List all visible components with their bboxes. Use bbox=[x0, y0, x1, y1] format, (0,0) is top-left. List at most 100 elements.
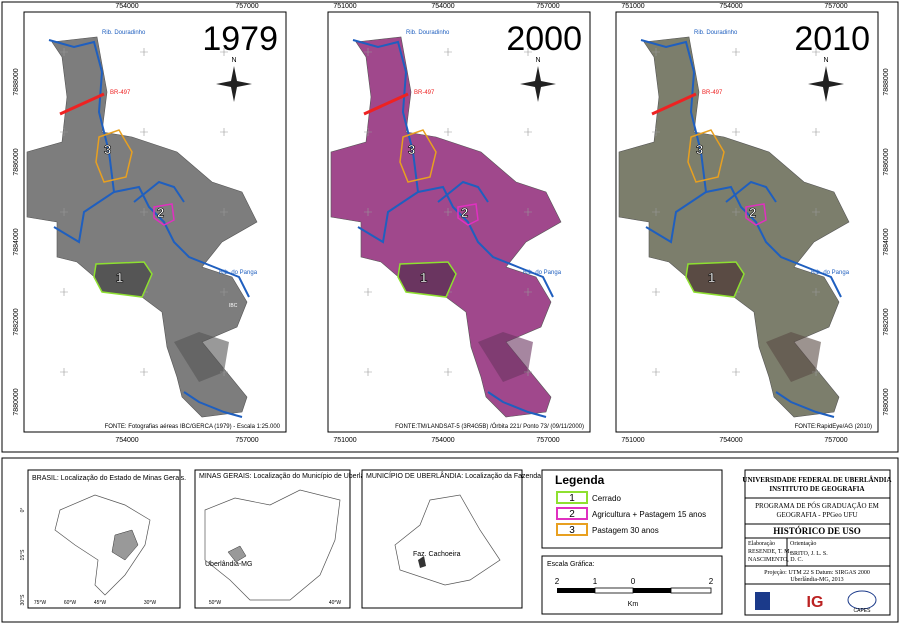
road bbox=[651, 92, 697, 116]
locator-title: MUNICÍPIO DE UBERLÂNDIA: Localização da … bbox=[366, 471, 575, 480]
grid-cross bbox=[364, 368, 372, 376]
year: 1979 bbox=[202, 20, 278, 58]
river-label: Rib. do Panga bbox=[523, 270, 562, 276]
grid-cross bbox=[140, 48, 148, 56]
lat-label: 15°S bbox=[20, 549, 26, 561]
road-label: BR-497 bbox=[414, 90, 435, 96]
author: NASCIMENTO, D. C. bbox=[748, 557, 804, 563]
lon-label: 75°W bbox=[34, 600, 47, 606]
north-label: N bbox=[535, 57, 540, 64]
advisor: BRITO, J. L. S. bbox=[790, 551, 828, 557]
area-label: 3 bbox=[408, 142, 415, 157]
map-panel: 3 2 1 Rib. Douradinho BR-497 Rib. do Panga 200… bbox=[327, 3, 591, 444]
top-coord: 757000 bbox=[536, 3, 559, 10]
river bbox=[437, 180, 489, 203]
grid-cross bbox=[140, 208, 148, 216]
legend-swatch bbox=[556, 491, 588, 504]
scale-tick: 2 bbox=[709, 577, 714, 586]
area-2 bbox=[153, 203, 175, 226]
year: 2010 bbox=[794, 20, 870, 58]
bottom-coord: 754000 bbox=[431, 437, 454, 444]
bottom-coord: 754000 bbox=[719, 437, 742, 444]
locator-title: MINAS GERAIS: Localização do Município d… bbox=[199, 473, 378, 480]
grid-cross bbox=[60, 368, 68, 376]
river bbox=[725, 180, 777, 203]
lon-label: 30°W bbox=[144, 600, 157, 606]
river bbox=[775, 391, 835, 418]
side-coord: 7888000 bbox=[883, 68, 890, 95]
lon-label: 60°W bbox=[64, 600, 77, 606]
lon-label: 45°W bbox=[94, 600, 107, 606]
grid-cross bbox=[140, 368, 148, 376]
lat-label: 0° bbox=[20, 508, 26, 513]
grid-cross bbox=[524, 208, 532, 216]
grid-cross bbox=[732, 368, 740, 376]
place-label: Faz. Cachoeira bbox=[413, 551, 461, 558]
area-3 bbox=[399, 129, 437, 183]
side-coord: 7884000 bbox=[13, 228, 20, 255]
side-coord: 7886000 bbox=[13, 148, 20, 175]
grid-cross bbox=[652, 48, 660, 56]
top-coord: 751000 bbox=[621, 3, 644, 10]
grid-cross bbox=[140, 128, 148, 136]
area-2 bbox=[745, 203, 767, 226]
scale-tick: 0 bbox=[631, 577, 636, 586]
grid-cross bbox=[812, 288, 820, 296]
legend-swatch bbox=[556, 507, 588, 520]
side-coord: 7882000 bbox=[883, 308, 890, 335]
river bbox=[48, 39, 116, 244]
map-panel: 3 2 1 Rib. Douradinho BR-497 Rib. do Panga 201… bbox=[615, 3, 890, 444]
river-label: Rib. Douradinho bbox=[694, 30, 738, 36]
grid-cross bbox=[524, 368, 532, 376]
top-coord: 754000 bbox=[431, 3, 454, 10]
grid-cross bbox=[220, 368, 228, 376]
grid-cross bbox=[732, 128, 740, 136]
grid-cross bbox=[364, 208, 372, 216]
place-date: Uberlândia-MG, 2013 bbox=[790, 577, 843, 583]
scale-tick: 2 bbox=[555, 577, 560, 586]
logo-capes bbox=[847, 590, 877, 610]
side-coord: 7886000 bbox=[883, 148, 890, 175]
river bbox=[183, 391, 243, 418]
river bbox=[133, 180, 185, 203]
north-label: N bbox=[231, 57, 236, 64]
lat-label: 30°S bbox=[20, 594, 26, 606]
top-coord: 754000 bbox=[719, 3, 742, 10]
north-label: N bbox=[823, 57, 828, 64]
area-1 bbox=[93, 261, 153, 298]
logo-ig: IG bbox=[807, 594, 824, 611]
grid-cross bbox=[60, 48, 68, 56]
side-coord: 7888000 bbox=[13, 68, 20, 95]
area-label: 3 bbox=[104, 142, 111, 157]
grid-cross bbox=[220, 128, 228, 136]
area-label: 2 bbox=[749, 205, 756, 220]
bottom-coord: 751000 bbox=[333, 437, 356, 444]
dark-zone bbox=[174, 332, 229, 382]
grid-cross bbox=[524, 288, 532, 296]
side-coord: 7882000 bbox=[13, 308, 20, 335]
author: RESENDE, T. M. bbox=[748, 549, 791, 555]
river bbox=[352, 39, 420, 244]
scale-tick: 1 bbox=[593, 577, 598, 586]
grid-cross bbox=[220, 208, 228, 216]
grid-cross bbox=[732, 48, 740, 56]
grid-cross bbox=[812, 48, 820, 56]
grid-cross bbox=[364, 48, 372, 56]
river bbox=[705, 185, 842, 298]
grid-cross bbox=[220, 288, 228, 296]
area-label: 1 bbox=[420, 270, 427, 285]
road bbox=[363, 92, 409, 116]
top-coord: 754000 bbox=[115, 3, 138, 10]
source: FONTE:RapidEye/AG (2010) bbox=[795, 424, 872, 430]
made-by-label: Elaboração bbox=[748, 541, 775, 547]
grid-cross bbox=[652, 288, 660, 296]
grid-cross bbox=[524, 48, 532, 56]
grid-cross bbox=[652, 368, 660, 376]
dark-zone bbox=[478, 332, 533, 382]
river-label: Rib. Douradinho bbox=[102, 30, 146, 36]
area-1 bbox=[397, 261, 457, 298]
grid-cross bbox=[812, 208, 820, 216]
lon-label: 50°W bbox=[209, 600, 222, 606]
area-3 bbox=[95, 129, 133, 183]
year: 2000 bbox=[506, 20, 582, 58]
